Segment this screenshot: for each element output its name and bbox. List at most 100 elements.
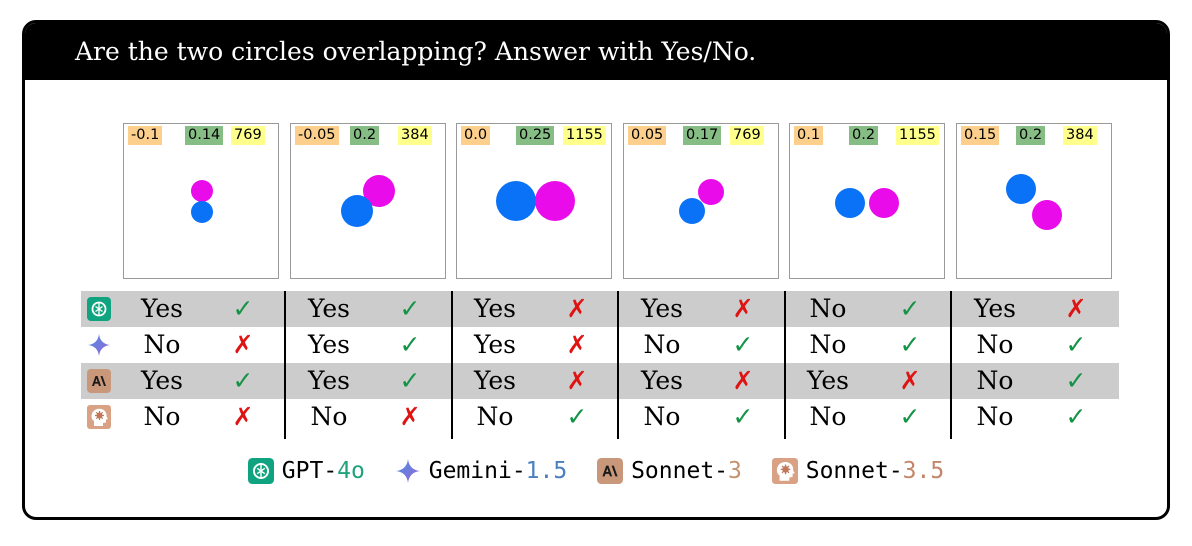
claude-head-icon: [87, 405, 111, 429]
panel-resolution: 1155: [896, 126, 939, 145]
panel-distance: 0.05: [628, 126, 667, 145]
legend-model-name: GPT-: [281, 457, 338, 484]
check-icon: ✓: [1065, 330, 1087, 359]
panel-radius: 0.17: [683, 126, 722, 145]
legend-model-version: 1.5: [525, 457, 568, 484]
answer-text: Yes: [308, 330, 350, 359]
check-icon: ✓: [899, 402, 921, 431]
panel-5: 0.1 0.2 1155: [789, 123, 945, 279]
answer-text: No: [143, 402, 181, 431]
panel-4: 0.05 0.17 769: [623, 123, 779, 279]
answer-text: Yes: [474, 330, 516, 359]
legend-model-version: 3: [728, 457, 742, 484]
answer-text: Yes: [641, 366, 683, 395]
panel-resolution: 769: [231, 126, 265, 145]
check-icon: ✓: [232, 366, 254, 395]
legend-item-sonnet35: Sonnet-3.5: [771, 454, 945, 488]
circles-figure: [341, 175, 395, 227]
circle-blue: [1006, 174, 1036, 204]
check-icon: ✓: [232, 294, 254, 323]
panel-resolution: 384: [398, 126, 432, 145]
check-icon: ✓: [566, 402, 588, 431]
check-icon: ✓: [899, 294, 921, 323]
circle-blue: [341, 195, 373, 227]
answer-text: No: [809, 294, 847, 323]
table-row: No ✗ No ✗ No ✓ No ✓ No ✓ No ✓: [81, 399, 1119, 435]
answer-text: No: [476, 402, 514, 431]
circle-magenta: [869, 188, 899, 218]
answer-text: Yes: [308, 294, 350, 323]
legend-item-sonnet3: Sonnet-3: [597, 454, 742, 488]
panel-6: 0.15 0.2 384: [956, 123, 1112, 279]
legend-model-name: Sonnet-: [631, 457, 729, 484]
cross-icon: ✗: [566, 330, 588, 359]
answer-text: No: [976, 402, 1014, 431]
legend-model-version: 3.5: [902, 457, 945, 484]
check-icon: ✓: [732, 330, 754, 359]
panel-radius: 0.2: [849, 126, 879, 145]
panel-resolution: 1155: [563, 126, 606, 145]
circle-blue: [679, 198, 705, 224]
answer-text: No: [643, 402, 681, 431]
answer-text: Yes: [974, 294, 1016, 323]
answer-text: Yes: [141, 294, 183, 323]
cross-icon: ✗: [566, 366, 588, 395]
legend-item-gemini: Gemini-1.5: [395, 454, 567, 488]
check-icon: ✓: [399, 294, 421, 323]
panel-2: -0.05 0.2 384: [290, 123, 446, 279]
figure-frame: Are the two circles overlapping? Answer …: [22, 20, 1170, 520]
column-divider: [617, 291, 619, 439]
legend: GPT-4o Gemini-1.5 Sonnet-3 Sonnet-3.5: [25, 453, 1167, 487]
cross-icon: ✗: [732, 366, 754, 395]
circle-magenta: [1032, 200, 1062, 230]
check-icon: ✓: [899, 330, 921, 359]
anthropic-logo-icon: [87, 369, 111, 393]
circles-figure: [496, 181, 575, 221]
legend-model-name: Sonnet-: [805, 457, 903, 484]
answer-text: Yes: [308, 366, 350, 395]
table-row: No ✗ Yes ✓ Yes ✗ No ✓ No ✓ No ✓: [81, 327, 1119, 363]
answer-text: Yes: [141, 366, 183, 395]
panel-resolution: 384: [1063, 126, 1097, 145]
gemini-star-icon: [395, 458, 420, 483]
check-icon: ✓: [732, 402, 754, 431]
cross-icon: ✗: [1065, 294, 1087, 323]
answer-text: Yes: [641, 294, 683, 323]
panel-distance: 0.15: [961, 126, 1000, 145]
check-icon: ✓: [399, 366, 421, 395]
table-row: Yes ✓ Yes ✓ Yes ✗ Yes ✗ Yes ✗ No ✓: [81, 363, 1119, 399]
answer-text: Yes: [807, 366, 849, 395]
cross-icon: ✗: [399, 402, 421, 431]
circle-blue: [835, 188, 865, 218]
legend-item-gpt: GPT-4o: [247, 454, 365, 488]
panel-distance: -0.1: [128, 126, 163, 145]
circle-magenta: [698, 179, 724, 205]
circles-figure: [679, 179, 724, 224]
circle-magenta: [191, 180, 213, 202]
chatgpt-logo-icon: [87, 297, 111, 321]
answer-text: No: [643, 330, 681, 359]
panel-radius: 0.25: [516, 126, 555, 145]
panel-distance: -0.05: [295, 126, 339, 145]
panel-radius: 0.2: [1016, 126, 1046, 145]
panel-1: -0.1 0.14 769: [123, 123, 279, 279]
circles-figure: [191, 180, 213, 223]
circle-blue: [191, 201, 213, 223]
legend-model-name: Gemini-: [428, 457, 526, 484]
cross-icon: ✗: [899, 366, 921, 395]
panel-radius: 0.14: [185, 126, 224, 145]
answers-table: Yes ✓ Yes ✓ Yes ✗ Yes ✗ No ✓ Yes ✗: [81, 291, 1119, 439]
cross-icon: ✗: [566, 294, 588, 323]
answer-text: No: [310, 402, 348, 431]
circle-magenta: [535, 181, 575, 221]
answer-text: No: [809, 330, 847, 359]
panel-resolution: 769: [730, 126, 764, 145]
gemini-star-icon: [88, 334, 110, 356]
answer-text: No: [976, 366, 1014, 395]
cross-icon: ✗: [232, 330, 254, 359]
answer-text: No: [143, 330, 181, 359]
column-divider: [451, 291, 453, 439]
circle-blue: [496, 181, 536, 221]
answer-text: No: [809, 402, 847, 431]
check-icon: ✓: [1065, 402, 1087, 431]
